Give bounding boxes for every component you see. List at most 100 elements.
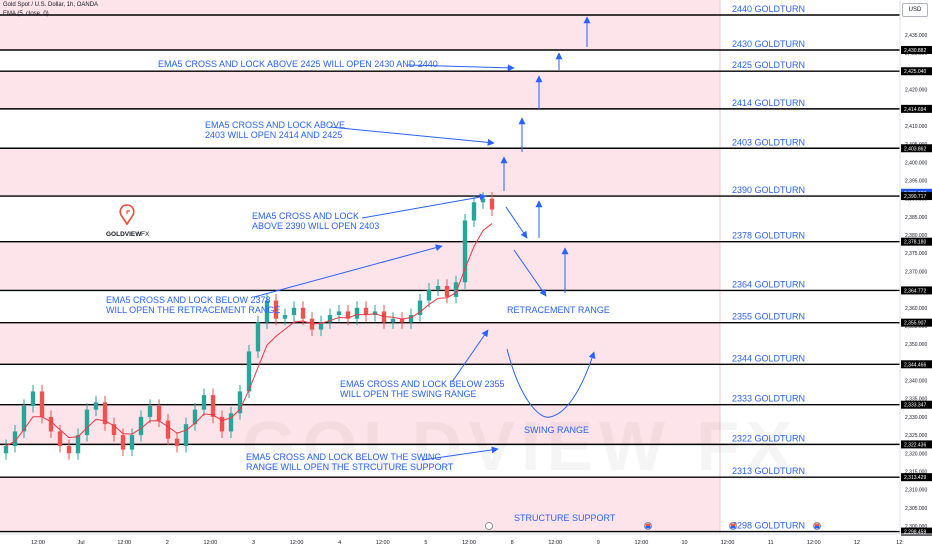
time-tick-label: 4 <box>338 540 341 546</box>
candle-body <box>345 311 351 319</box>
price-tick-label: 2,420.000 <box>905 88 927 94</box>
price-tick-label: 2,370.000 <box>905 269 927 275</box>
zone-band <box>0 404 720 445</box>
level-label: 2430 GOLDTURN <box>732 39 805 49</box>
level-label: 2378 GOLDTURN <box>732 231 805 241</box>
symbol-title: Gold Spot / U.S. Dollar, 1h, OANDA <box>3 2 99 8</box>
candle-body <box>102 402 108 425</box>
zone-band <box>0 477 720 532</box>
price-label-text: 2,322.436 <box>904 442 926 448</box>
candle-body <box>129 435 135 450</box>
currency-button[interactable]: USD <box>902 3 928 17</box>
candle-body <box>120 435 126 450</box>
candle-body <box>282 315 288 319</box>
price-label-box <box>901 45 932 54</box>
price-tick-label: 2,325.000 <box>905 433 927 439</box>
annotation-text: 2403 WILL OPEN 2414 AND 2425 <box>205 130 342 140</box>
candle-body <box>111 424 117 436</box>
price-label-box <box>901 144 932 153</box>
annotation-text: RANGE WILL OPEN THE STRCUTURE SUPPORT <box>246 462 454 472</box>
price-label-box <box>901 104 932 113</box>
price-label-box <box>901 527 932 536</box>
annotation-arrow <box>253 244 443 298</box>
price-axis <box>900 0 932 550</box>
candle-body <box>48 416 54 432</box>
goldview-logo: GOLDVIEW FX <box>106 204 150 238</box>
logo-text-suffix: FX <box>141 231 150 238</box>
price-tick-label: 2,385.000 <box>905 215 927 221</box>
price-tick-label: 2,310.000 <box>905 488 927 494</box>
zone-band <box>0 0 720 50</box>
candle-body <box>174 438 180 446</box>
candle-body <box>75 435 81 454</box>
annotation-text: EMA5 CROSS AND LOCK BELOW 2355 <box>340 379 505 389</box>
candle-body <box>480 198 486 203</box>
candle-body <box>390 318 396 323</box>
annotation-arrow <box>407 64 515 72</box>
event-marker-icon <box>485 522 493 530</box>
candle-body <box>471 202 477 221</box>
time-tick-label: 12:00 <box>721 540 735 546</box>
price-label-text: 2,313.429 <box>904 475 926 481</box>
time-tick-label: 9 <box>597 540 600 546</box>
price-tick-label: 2,340.000 <box>905 379 927 385</box>
price-label-box <box>901 286 932 295</box>
price-tick-label: 2,315.000 <box>905 469 927 475</box>
time-tick-label: 11 <box>768 540 774 546</box>
flag-stripe <box>645 526 651 529</box>
flag-stripe <box>814 526 820 529</box>
annotation-arrow <box>361 193 487 219</box>
time-tick-label: 12:00 <box>376 540 390 546</box>
price-tick-label: 2,305.000 <box>905 506 927 512</box>
time-tick-label: 12:00 <box>548 540 562 546</box>
candle-body <box>489 198 495 210</box>
candle-body <box>84 409 90 436</box>
price-tick-label: 2,395.000 <box>905 178 927 184</box>
price-label-text: 2,333.347 <box>904 403 926 409</box>
time-tick-label: Jul <box>78 540 85 546</box>
price-tick-label: 2,330.000 <box>905 415 927 421</box>
candle-body <box>210 395 216 417</box>
flag-stripe <box>730 523 736 526</box>
price-tick-label: 2,375.000 <box>905 251 927 257</box>
price-tick-label: 2,350.000 <box>905 342 927 348</box>
candle-body <box>453 282 459 297</box>
price-tick-label: 2,335.000 <box>905 397 927 403</box>
time-tick-label: 3 <box>252 540 255 546</box>
logo-pin-icon <box>119 204 135 226</box>
level-label: 2298 GOLDTURN <box>732 521 805 531</box>
price-label-text: 2,425.040 <box>904 69 926 75</box>
flag-stripe <box>814 523 820 526</box>
price-label-text: 2,403.862 <box>904 146 926 152</box>
time-tick-label: 12 <box>854 540 860 546</box>
candle-body <box>399 318 405 323</box>
candle-body <box>246 351 252 392</box>
candle-body <box>291 307 297 316</box>
zone-band <box>0 148 720 197</box>
candle-body <box>192 409 198 425</box>
zone-band <box>0 322 720 365</box>
watermark-text: GOLDVIEW FX <box>242 407 798 485</box>
price-label-box <box>901 318 932 327</box>
time-tick-label: 12:00 <box>807 540 821 546</box>
price-tick-label: 2,435.000 <box>905 33 927 39</box>
price-label-text: 2,364.772 <box>904 288 926 294</box>
time-tick-label: 12:00 <box>117 540 131 546</box>
candle-body <box>183 424 189 446</box>
price-tick-label: 2,355.000 <box>905 324 927 330</box>
price-label-box <box>901 192 932 201</box>
candle-body <box>228 413 234 432</box>
indicator-legend[interactable]: EMA (5, close, 0) <box>3 11 49 17</box>
candle-body <box>237 391 243 414</box>
annotation-text: RETRACEMENT RANGE <box>507 305 610 315</box>
candle-body <box>138 416 144 436</box>
candle-body <box>426 289 432 301</box>
annotation-text: SWING RANGE <box>524 425 589 435</box>
price-tick-label: 2,320.000 <box>905 451 927 457</box>
candle-body <box>93 402 99 410</box>
price-label-box <box>901 360 932 369</box>
candle-body <box>444 285 450 297</box>
price-label-box <box>901 400 932 409</box>
price-label-text: 2,298.459 <box>904 530 926 536</box>
